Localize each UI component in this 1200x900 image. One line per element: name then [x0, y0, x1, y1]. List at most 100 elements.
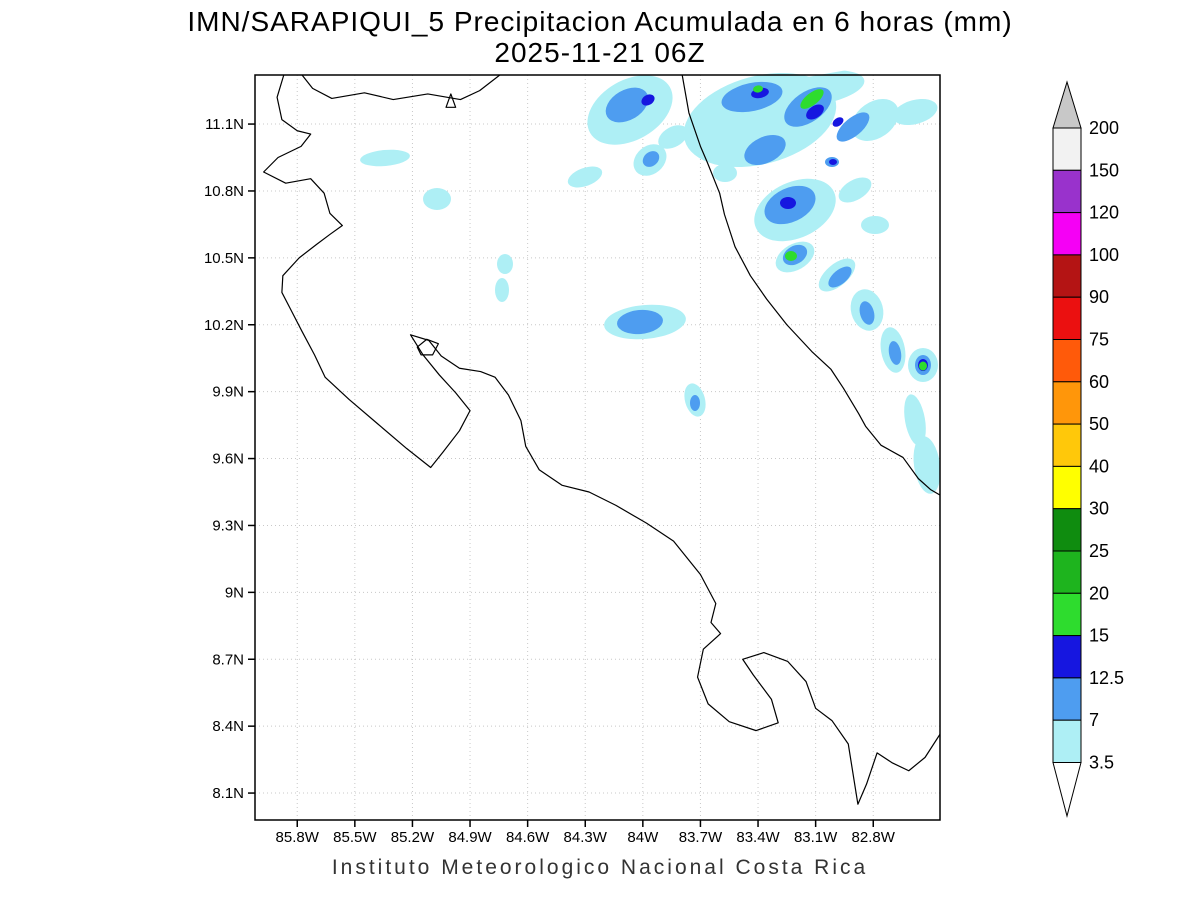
lat-tick-label: 11.1N [205, 116, 244, 133]
precip-cell [859, 301, 875, 325]
precip-cell [497, 254, 513, 274]
lat-tick-label: 9.3N [212, 517, 244, 534]
precip-cell [861, 216, 889, 234]
colorbar-band [1052, 339, 1082, 383]
colorbar-level-label: 60 [1089, 372, 1109, 392]
colorbar-level-label: 15 [1089, 626, 1109, 646]
colorbar: 200 150 120 100 90 75 60 50 40 30 25 20 15 12.5 7 3.5 [1052, 80, 1124, 818]
plot-frame [254, 74, 941, 821]
precip-cell [744, 134, 786, 166]
coastline [681, 75, 940, 496]
footer-text: Instituto Meteorologico Nacional Costa R… [331, 856, 869, 879]
precip-cell [919, 361, 927, 371]
colorbar-level-label: 200 [1089, 118, 1119, 138]
colorbar-arrow-top [1052, 80, 1082, 129]
precip-cell [832, 117, 844, 127]
precip-cell [913, 436, 941, 494]
colorbar-band [1052, 592, 1082, 637]
precip-cell [641, 94, 655, 106]
precip-cell [658, 125, 688, 149]
lat-tick-label: 8.4N [212, 718, 244, 735]
precip-cell [838, 177, 872, 203]
lat-tick-label: 10.2N [204, 317, 244, 334]
precip-cell [780, 197, 796, 209]
map-subtitle: 2025-11-21 06Z [494, 37, 706, 68]
precip-cell [851, 99, 899, 141]
precip-cell [617, 309, 663, 335]
colorbar-band [1052, 465, 1082, 510]
lon-tick-label: 84.6W [506, 829, 550, 846]
precip-cell [888, 341, 902, 365]
plot-frame-layer [254, 74, 941, 821]
colorbar-band [1052, 212, 1082, 256]
lat-tick-label: 9.9N [212, 384, 244, 401]
precip-cell [605, 87, 649, 123]
island-outline [445, 93, 457, 108]
colorbar-band [1052, 508, 1082, 552]
lon-tick-label: 84W [627, 829, 659, 846]
lat-tick-label: 8.7N [212, 651, 244, 668]
precip-cell [360, 149, 410, 167]
lat-tick-label: 10.8N [204, 183, 244, 200]
precip-cell [904, 394, 926, 446]
lon-tick-label: 83.4W [736, 829, 780, 846]
precip-cell [753, 85, 763, 93]
precipitation-layer [360, 70, 941, 494]
precip-cell [806, 104, 824, 120]
colorbar-band [1052, 423, 1082, 467]
precip-cell [423, 188, 451, 210]
colorbar-level-label: 100 [1089, 245, 1119, 265]
colorbar-level-label: 12.5 [1089, 668, 1124, 688]
lon-tick-label: 83.7W [679, 829, 723, 846]
colorbar-band [1052, 296, 1082, 341]
island-outline [416, 338, 439, 356]
colorbar-level-label: 50 [1089, 414, 1109, 434]
lon-tick-label: 85.5W [333, 829, 377, 846]
colorbar-band [1052, 677, 1082, 721]
colorbar-band [1052, 254, 1082, 298]
coastline-layer [263, 75, 940, 805]
precip-cell [713, 164, 737, 182]
gridlines-layer [255, 75, 940, 820]
lon-tick-label: 83.1W [794, 829, 838, 846]
colorbar-level-label: 120 [1089, 203, 1119, 223]
lat-tick-label: 8.1N [212, 785, 244, 802]
precip-cell [642, 151, 660, 167]
colorbar-arrow-bottom [1052, 762, 1082, 818]
precip-cell [892, 98, 938, 126]
tick-labels-layer: 85.8W 85.5W 85.2W 84.9W 84.6W 84.3W 84W 83.7W 83… [204, 116, 896, 846]
coastline [263, 75, 940, 805]
precip-cell [836, 112, 870, 142]
lat-tick-label: 9N [225, 584, 244, 601]
colorbar-level-label: 25 [1089, 541, 1109, 561]
colorbar-level-label: 30 [1089, 499, 1109, 519]
colorbar-band [1052, 550, 1082, 594]
precip-cell [495, 278, 509, 302]
colorbar-level-label: 7 [1089, 710, 1099, 730]
colorbar-level-label: 150 [1089, 160, 1119, 180]
colorbar-level-label: 3.5 [1089, 753, 1114, 773]
lon-tick-label: 84.3W [564, 829, 608, 846]
colorbar-band [1052, 635, 1082, 679]
precip-cell [829, 159, 837, 165]
lat-tick-label: 10.5N [204, 250, 244, 267]
precip-cell [800, 89, 824, 109]
lon-tick-label: 82.8W [852, 829, 896, 846]
colorbar-level-label: 40 [1089, 456, 1109, 476]
coastline [301, 75, 501, 101]
colorbar-band [1052, 719, 1082, 764]
lat-tick-label: 9.6N [212, 451, 244, 468]
colorbar-band [1052, 169, 1082, 214]
lon-tick-label: 85.2W [391, 829, 435, 846]
precip-cell [828, 266, 852, 288]
colorbar-level-label: 75 [1089, 330, 1109, 350]
colorbar-level-label: 90 [1089, 287, 1109, 307]
map-title: IMN/SARAPIQUI_5 Precipitacion Acumulada … [187, 6, 1013, 37]
lon-tick-label: 85.8W [276, 829, 320, 846]
precip-cell [785, 251, 797, 261]
lon-tick-label: 84.9W [448, 829, 492, 846]
colorbar-band [1052, 381, 1082, 425]
precip-cell [690, 395, 700, 411]
precip-cell [567, 166, 603, 188]
